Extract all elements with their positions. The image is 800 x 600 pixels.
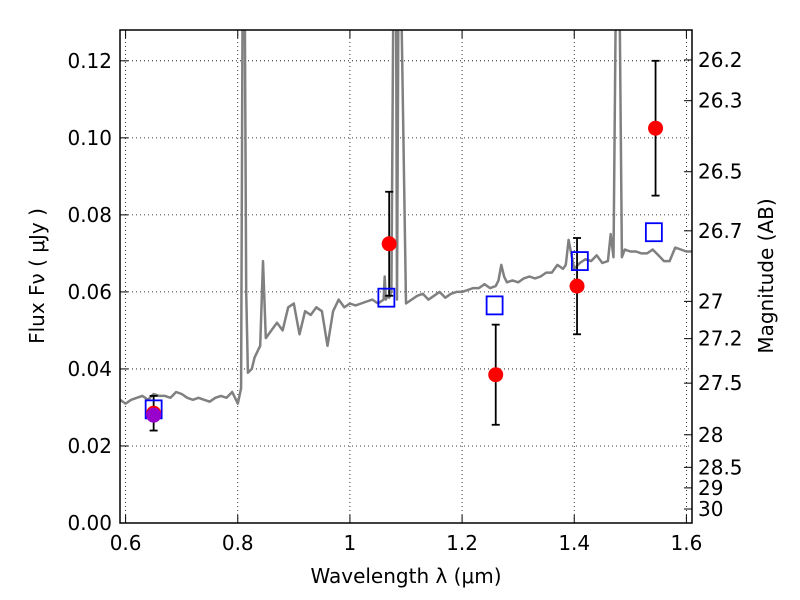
highlight-point [146, 408, 161, 423]
x-tick-label: 1.4 [558, 531, 590, 555]
observed-point [570, 279, 585, 294]
magnitude-axis-label: Magnitude (AB) [754, 198, 778, 353]
x-tick-label: 1 [344, 531, 357, 555]
chart: 0.6 0.8 1 1.2 1.4 1.6 0.00 0.02 0.04 0.06 0.08 0.1… [0, 0, 800, 600]
y-tick-label: 0.08 [67, 203, 112, 227]
magnitude-tick-label: 30 [698, 497, 723, 521]
magnitude-tick-label: 27 [698, 289, 723, 313]
y-tick-label: 0.10 [67, 126, 112, 150]
magnitude-tick-label: 27.2 [698, 327, 743, 351]
x-axis-label: Wavelength λ (μm) [310, 564, 501, 588]
y-tick-label: 0.02 [67, 434, 112, 458]
y-tick-label: 0.00 [67, 511, 112, 535]
y-tick-label: 0.12 [67, 49, 112, 73]
magnitude-tick-label: 26.5 [698, 160, 743, 184]
magnitude-tick-label: 26.3 [698, 89, 743, 113]
x-tick-label: 0.8 [222, 531, 254, 555]
x-tick-label: 1.2 [446, 531, 478, 555]
magnitude-tick-label: 28 [698, 423, 723, 447]
x-tick-label: 0.6 [110, 531, 142, 555]
y-axis-label: Flux Fν ( μJy ) [25, 208, 49, 344]
y-tick-label: 0.04 [67, 357, 112, 381]
magnitude-tick-label: 26.7 [698, 219, 743, 243]
observed-point [648, 121, 663, 136]
magnitude-tick-label: 27.5 [698, 371, 743, 395]
y-axis: 0.00 0.02 0.04 0.06 0.08 0.10 0.12 [67, 49, 128, 535]
y-tick-label: 0.06 [67, 280, 112, 304]
observed-point [382, 236, 397, 251]
observed-point [488, 367, 503, 382]
x-tick-label: 1.6 [670, 531, 702, 555]
magnitude-tick-label: 26.2 [698, 48, 743, 72]
